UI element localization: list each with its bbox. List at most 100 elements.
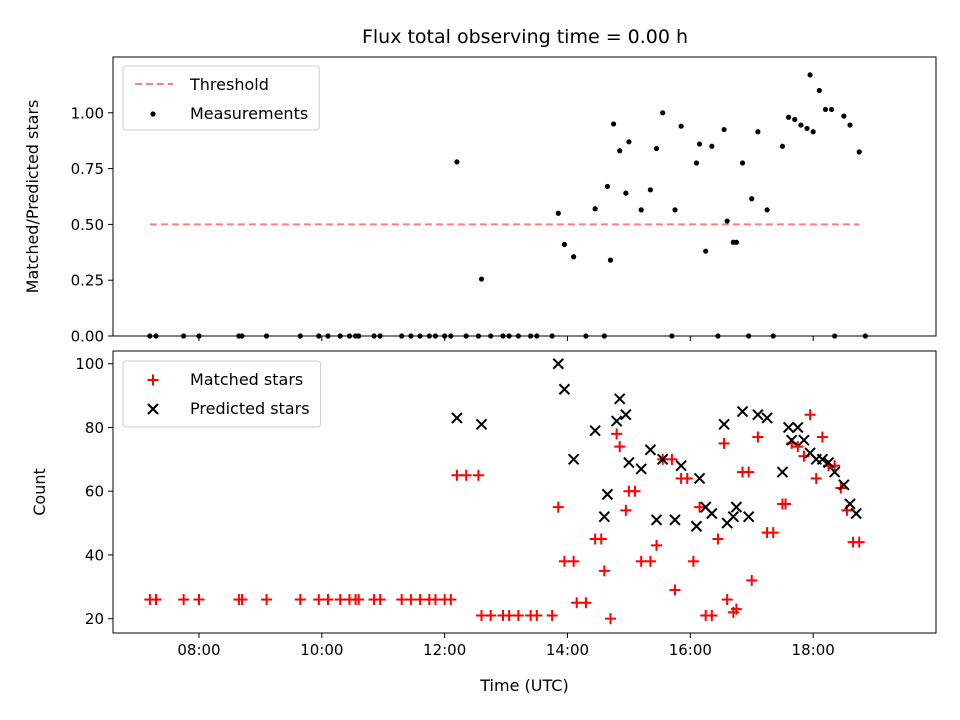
matched-star-point — [571, 597, 583, 609]
top-y-ticks: 0.00 0.25 0.50 0.75 1.00 — [71, 104, 113, 346]
legend-predicted-label: Predicted stars — [190, 399, 310, 418]
measurement-point — [693, 160, 700, 166]
measurement-point — [739, 160, 746, 166]
legend-predicted-marker — [147, 403, 159, 415]
measurement-point — [749, 196, 755, 202]
matched-star-point — [150, 594, 162, 606]
measurement-point — [755, 129, 761, 135]
predicted-star-point — [644, 444, 657, 456]
measurement-point — [807, 72, 813, 78]
matched-star-point — [485, 609, 497, 621]
measurement-point — [703, 248, 709, 254]
matched-star-point — [546, 609, 558, 621]
legend-measurements-marker — [150, 111, 156, 117]
matched-star-point — [651, 539, 663, 551]
predicted-star-point — [822, 456, 835, 469]
predicted-star-point — [828, 466, 841, 478]
predicted-star-point — [598, 510, 611, 523]
measurement-point — [604, 183, 611, 190]
legend-measurements-label: Measurements — [190, 104, 308, 123]
matched-star-point — [193, 594, 205, 606]
matched-star-point — [694, 501, 706, 513]
predicted-star-point — [792, 421, 804, 434]
top-legend-box — [122, 65, 320, 131]
predicted-star-point — [798, 434, 810, 446]
predicted-star-point — [635, 463, 647, 475]
predicted-star-point — [552, 358, 564, 370]
matched-star-point — [476, 609, 488, 621]
predicted-star-point — [675, 460, 687, 472]
matched-star-point — [853, 536, 865, 548]
predicted-star-point — [620, 409, 632, 421]
measurement-point — [841, 113, 847, 119]
predicted-star-point — [761, 412, 773, 424]
matched-star-point — [414, 594, 426, 606]
matched-star-point — [629, 485, 641, 497]
measurement-point — [454, 159, 460, 165]
predicted-star-point — [451, 412, 463, 424]
bottom-plot-marks — [144, 358, 865, 625]
measurement-point — [660, 110, 666, 116]
x-axis-label: Time (UTC) — [479, 676, 568, 695]
measurement-point — [638, 207, 644, 213]
matched-star-point — [687, 555, 699, 567]
top-x-ticks — [198, 336, 814, 341]
predicted-star-point — [693, 472, 706, 485]
measurement-point — [617, 148, 623, 154]
legend-x-glyph — [147, 403, 159, 415]
matched-star-point — [595, 533, 607, 545]
matched-star-point — [712, 533, 724, 545]
matched-star-point — [451, 469, 463, 481]
matched-star-point — [743, 466, 755, 478]
bottom-x-tick-label: 18:00 — [792, 641, 835, 659]
matched-star-point — [353, 594, 365, 606]
matched-star-point — [635, 555, 647, 567]
predicted-star-point — [718, 418, 730, 430]
predicted-star-point — [782, 421, 795, 434]
matched-star-point — [334, 594, 346, 606]
matched-star-point — [568, 555, 580, 567]
matched-star-point — [644, 555, 656, 567]
bottom-legend-box — [122, 360, 322, 428]
predicted-star-point — [816, 453, 829, 466]
measurement-point — [856, 149, 862, 155]
matched-star-point — [322, 594, 334, 606]
predicted-star-point — [850, 507, 862, 520]
legend-plus-glyph — [147, 374, 159, 386]
matched-star-point — [767, 527, 779, 539]
measurement-point — [555, 210, 561, 216]
measurement-point — [647, 187, 654, 193]
matched-star-point — [552, 501, 564, 513]
chart-title: Flux total observing time = 0.00 h — [362, 26, 688, 48]
bottom-y-ticks: 20 40 60 80 100 — [75, 355, 113, 628]
predicted-star-point — [650, 514, 663, 526]
matched-star-point — [604, 613, 616, 625]
top-panel: 0.00 0.25 0.50 0.75 1.00 Matched/Predicted s… — [23, 56, 937, 346]
measurement-point — [847, 122, 853, 128]
predicted-star-point — [785, 434, 798, 446]
matched-star-point — [721, 594, 733, 606]
matched-star-point — [746, 574, 758, 586]
top-y-tick-label: 0.50 — [71, 216, 104, 234]
matched-star-point — [558, 555, 570, 567]
measurement-point — [571, 254, 577, 260]
matched-star-point — [460, 469, 472, 481]
legend-threshold-label: Threshold — [189, 75, 269, 94]
matched-star-point — [313, 594, 325, 606]
bottom-x-tick-label: 16:00 — [669, 641, 712, 659]
predicted-star-point — [475, 418, 488, 430]
measurement-point — [810, 129, 816, 135]
bottom-legend: Matched stars Predicted stars — [122, 360, 322, 428]
matched-star-point — [730, 603, 742, 615]
measurement-point — [733, 239, 739, 245]
measurement-point — [816, 87, 822, 94]
bottom-y-tick-label: 80 — [85, 419, 104, 437]
bottom-x-tick-label: 10:00 — [300, 641, 343, 659]
top-y-axis-label: Matched/Predicted stars — [23, 100, 42, 294]
predicted-star-point — [567, 453, 580, 466]
predicted-star-point — [623, 456, 635, 469]
predicted-star-point — [752, 409, 764, 421]
measurement-point — [696, 141, 703, 147]
measurement-point — [721, 126, 727, 133]
